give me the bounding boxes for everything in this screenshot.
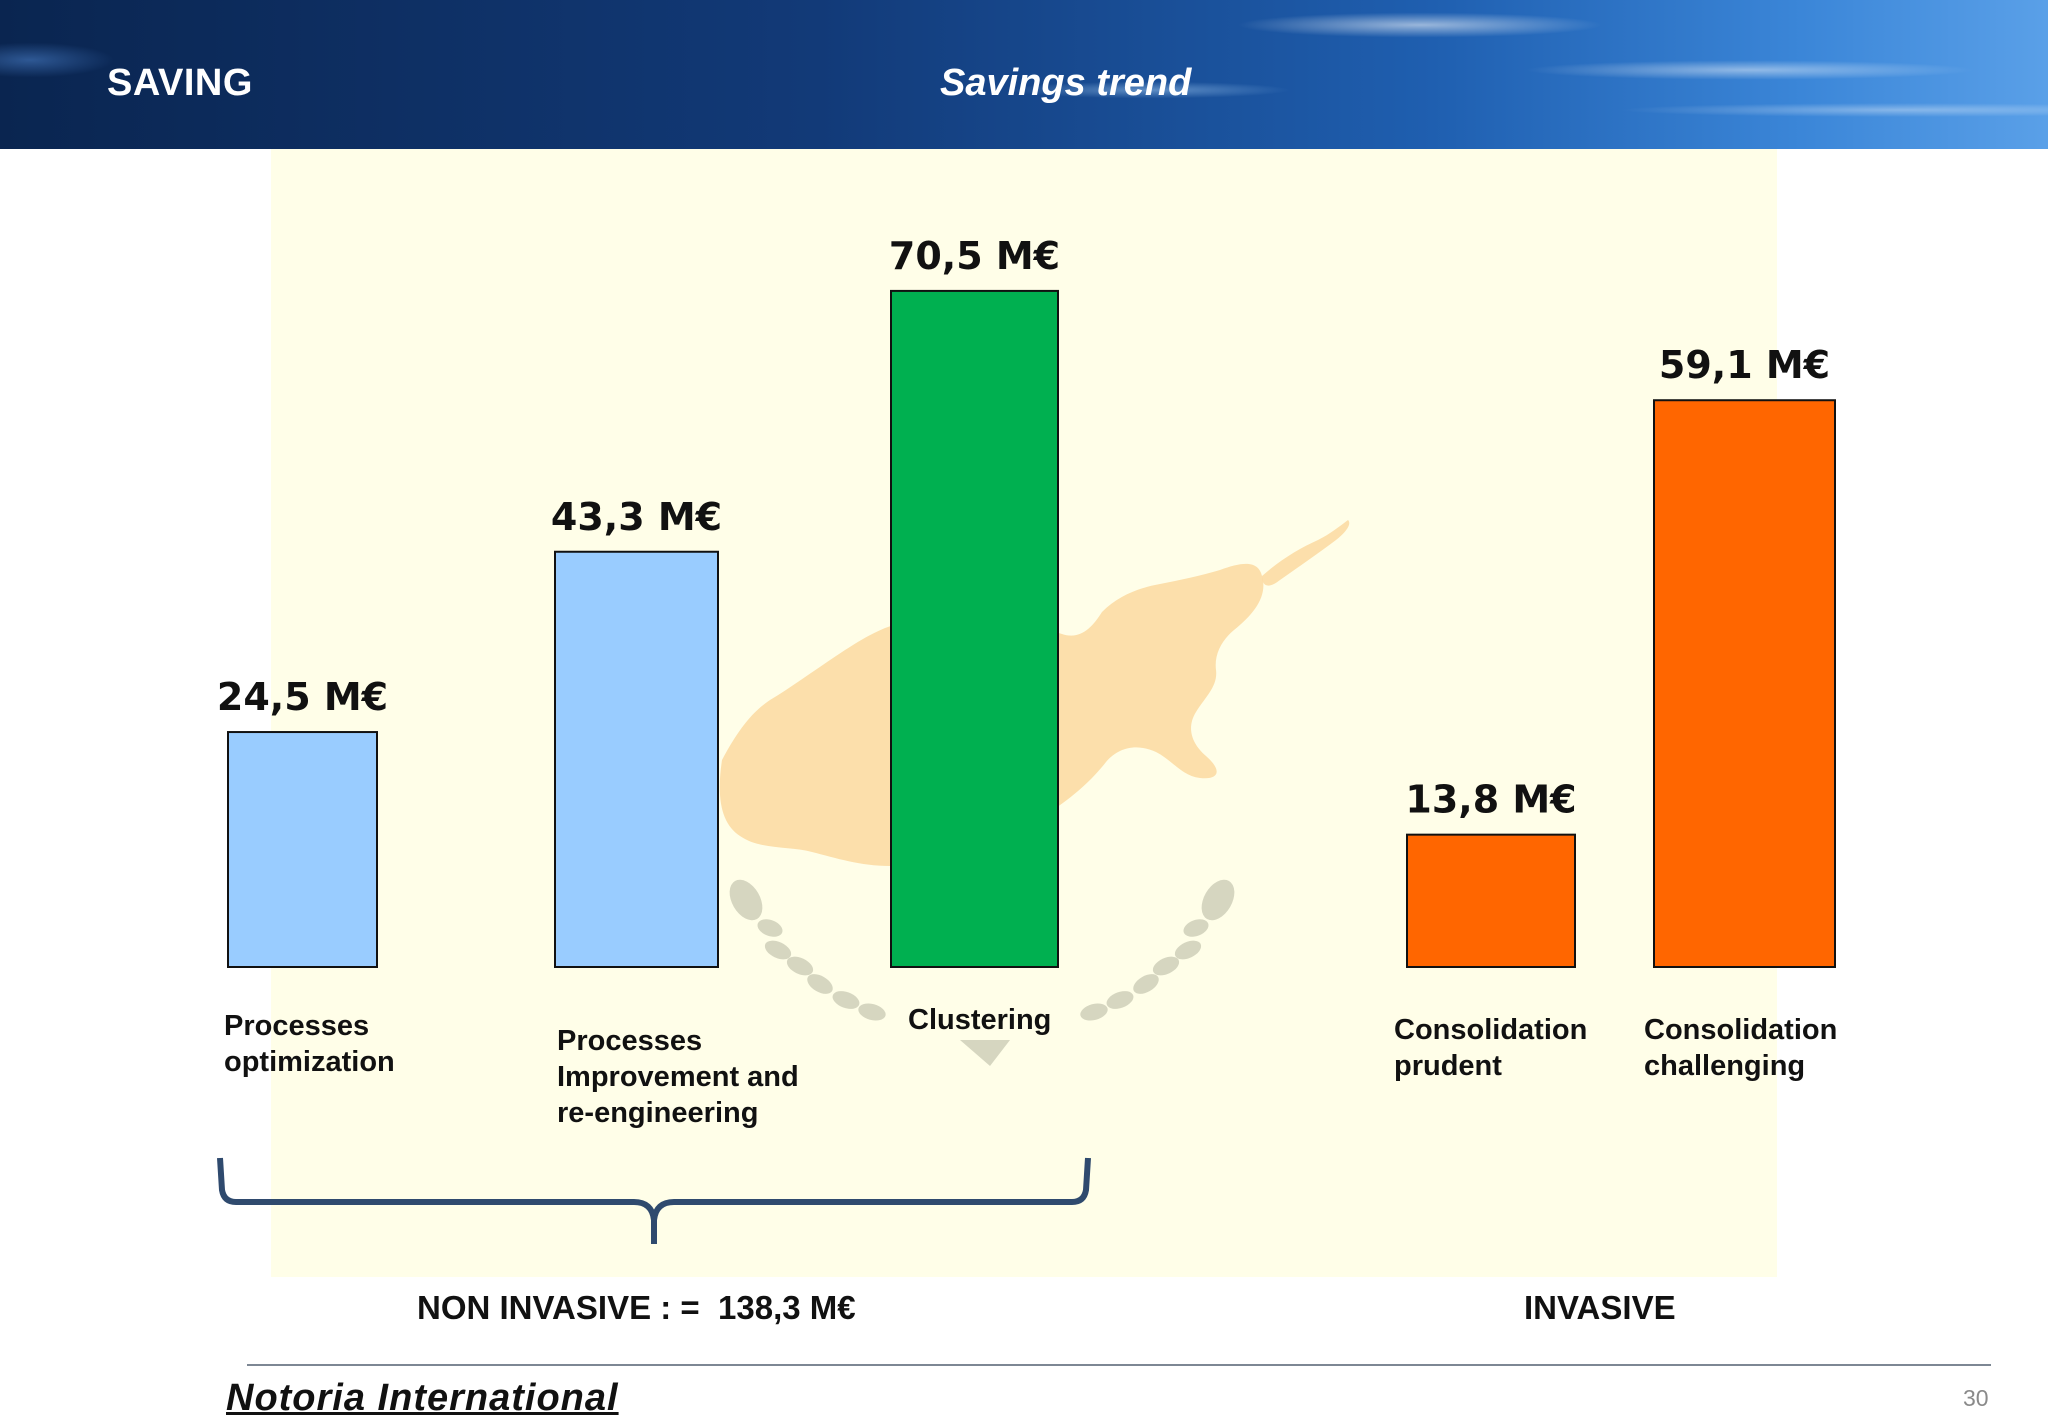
category-label: Consolidation prudent: [1394, 1014, 1588, 1082]
bar-0: [227, 731, 378, 968]
category-label: Consolidation challenging: [1644, 1014, 1838, 1082]
category-label: Clustering: [908, 1004, 1052, 1036]
group-label-invasive: INVASIVE: [1524, 1289, 1676, 1326]
bar-value-label-1: 43,3 M€: [551, 495, 722, 539]
cyprus-map-peninsula: [1262, 520, 1350, 586]
slide-title: Savings trend: [940, 62, 1192, 104]
olive-wreath-watermark: [729, 879, 1235, 1066]
bars-layer: 24,5 M€ 43,3 M€ 70,5 M€ 13,8 M€ 59,1 M€: [217, 234, 1836, 969]
category-label: Processes Improvement and re-engineering: [557, 1025, 799, 1129]
bar-1: [554, 550, 719, 968]
bar-2: [890, 289, 1059, 968]
footer-divider: [247, 1364, 1991, 1366]
bar-value-label-0: 24,5 M€: [217, 675, 388, 719]
company-name: Notoria International: [226, 1377, 619, 1419]
header-banner: SAVING Savings trend: [0, 0, 2048, 149]
bar-3: [1406, 833, 1576, 969]
group-label-non-invasive: NON INVASIVE : = 138,3 M€: [417, 1289, 856, 1326]
bar-value-label-3: 13,8 M€: [1405, 778, 1576, 822]
bar-value-label-4: 59,1 M€: [1659, 343, 1830, 387]
non-invasive-bracket: [217, 1157, 1091, 1244]
bar-4: [1653, 399, 1836, 968]
section-title: SAVING: [107, 62, 253, 104]
category-label: Processes optimization: [224, 1010, 395, 1078]
page-number: 30: [1963, 1385, 1989, 1411]
bar-value-label-2: 70,5 M€: [889, 234, 1060, 278]
